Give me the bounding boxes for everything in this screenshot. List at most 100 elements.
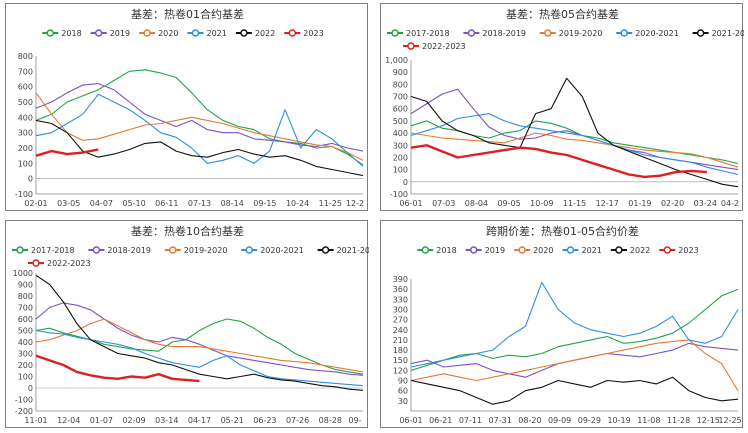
series-line <box>35 83 364 152</box>
x-tick-label: 05-21 <box>221 416 244 425</box>
x-tick-label: 08-14 <box>221 199 244 208</box>
x-tick-label: 09-05 <box>497 199 520 208</box>
chart-title: 基差：热卷01合约基差 <box>131 7 244 21</box>
y-tick-label: 600 <box>18 315 33 324</box>
legend-label: 2022-2023 <box>47 259 91 268</box>
legend-label: 2017-2018 <box>406 29 450 38</box>
x-tick-label: 08-04 <box>465 199 488 208</box>
legend-label: 2018 <box>61 29 81 38</box>
y-tick-label: -100 <box>15 190 33 199</box>
legend-marker <box>544 29 552 37</box>
x-tick-label: 02-20 <box>661 199 684 208</box>
legend-label: 2018 <box>436 246 456 255</box>
legend-marker <box>620 29 628 37</box>
legend-label: 2020 <box>533 246 553 255</box>
x-tick-label: 10-24 <box>286 199 309 208</box>
series-line <box>35 329 364 387</box>
series-line <box>410 132 739 168</box>
y-tick-label: 800 <box>18 292 33 301</box>
x-tick-label: 06-01 <box>399 416 422 425</box>
series-line <box>35 93 364 167</box>
y-tick-label: 1,000 <box>385 56 408 65</box>
y-tick-label: 400 <box>393 129 408 138</box>
y-tick-label: 60 <box>398 387 408 396</box>
y-tick-label: -100 <box>15 396 33 405</box>
series-line <box>35 274 364 391</box>
series-line <box>35 354 200 383</box>
chart-panel-01: 基差：热卷01合约基差 2018 2019 2020 2021 2022 2023 -100 0… <box>5 3 368 211</box>
y-tick-label: 900 <box>393 68 408 77</box>
x-tick-label: 09-09 <box>548 416 571 425</box>
chart-panel-10: 基差：热卷10合约基差 2017-2018 2018-2019 2019-2020 20… <box>5 220 369 428</box>
legend-marker <box>94 29 103 37</box>
legend-label: 2018-2019 <box>107 246 151 255</box>
chart-svg-10: 基差：热卷10合约基差 2017-2018 2018-2019 2019-2020 20… <box>12 224 369 425</box>
y-tick-label: 30 <box>398 397 408 406</box>
y-tick-label: 240 <box>393 326 408 335</box>
x-tick-label: 09-29 <box>578 416 601 425</box>
y-tick-label: 200 <box>18 144 33 153</box>
chart-title: 跨期价差：热卷01-05合约价差 <box>486 224 639 238</box>
x-tick-label: 07-26 <box>286 416 309 425</box>
y-tick-label: 270 <box>393 316 408 325</box>
legend-label: 2022 <box>255 29 275 38</box>
legend-label: 2019 <box>485 246 505 255</box>
y-tick-label: 700 <box>18 304 33 313</box>
y-tick-label: 300 <box>393 305 408 314</box>
legend-label: 2021 <box>582 246 602 255</box>
y-tick-label: 90 <box>398 377 408 386</box>
y-tick-label: 180 <box>393 346 408 355</box>
x-tick-label: 06-11 <box>155 199 178 208</box>
series-line <box>410 281 739 368</box>
series-line <box>410 288 739 371</box>
x-tick-label: 01-07 <box>90 416 113 425</box>
x-tick-label: 08-28 <box>319 416 342 425</box>
x-tick-label: 07-13 <box>188 199 211 208</box>
x-tick-label: 06-21 <box>429 416 452 425</box>
y-tick-label: 800 <box>393 80 408 89</box>
x-tick-label: 04-2 <box>721 199 739 208</box>
legend-marker <box>663 246 672 254</box>
legend-marker <box>191 29 200 37</box>
x-tick-label: 08-20 <box>518 416 541 425</box>
y-tick-label: 100 <box>18 373 33 382</box>
x-tick-label: 02-01 <box>24 199 47 208</box>
series-line <box>35 148 99 157</box>
y-tick-label: 360 <box>393 285 408 294</box>
legend-marker <box>407 42 415 50</box>
legend-marker <box>467 29 476 37</box>
legend-label: 2020 <box>158 29 178 38</box>
legend-marker <box>245 246 253 254</box>
y-tick-label: -100 <box>390 190 408 199</box>
legend-label: 2019-2020 <box>559 29 603 38</box>
x-tick-label: 12-15 <box>697 416 720 425</box>
legend-marker <box>469 246 478 254</box>
x-tick-label: 03-24 <box>694 199 717 208</box>
legend-marker <box>240 29 248 37</box>
y-tick-label: 400 <box>18 338 33 347</box>
y-tick-label: 600 <box>393 105 408 114</box>
y-tick-label: 600 <box>18 83 33 92</box>
legend-marker <box>696 29 705 37</box>
legend-marker <box>518 246 526 254</box>
y-tick-label: 200 <box>18 361 33 370</box>
chart-title: 基差：热卷10合约基差 <box>131 224 244 238</box>
series-line <box>35 119 364 177</box>
legend-label: 2021 <box>207 29 227 38</box>
legend-label: 2019-2020 <box>184 246 228 255</box>
y-tick-label: 300 <box>18 129 33 138</box>
series-line <box>410 376 739 405</box>
y-tick-label: 1000 <box>13 269 33 278</box>
x-tick-label: 11-15 <box>563 199 586 208</box>
legend-label: 2017-2018 <box>31 246 75 255</box>
legend-label: 2021-2022 <box>712 29 744 38</box>
legend-label: 2018-2019 <box>482 29 526 38</box>
y-tick-label: 500 <box>18 98 33 107</box>
series-line <box>410 113 739 176</box>
x-tick-label: 11-08 <box>637 416 660 425</box>
x-tick-label: 11-28 <box>667 416 690 425</box>
x-tick-label: 10-09 <box>530 199 553 208</box>
x-tick-label: 11-01 <box>24 416 47 425</box>
y-tick-label: 400 <box>18 113 33 122</box>
